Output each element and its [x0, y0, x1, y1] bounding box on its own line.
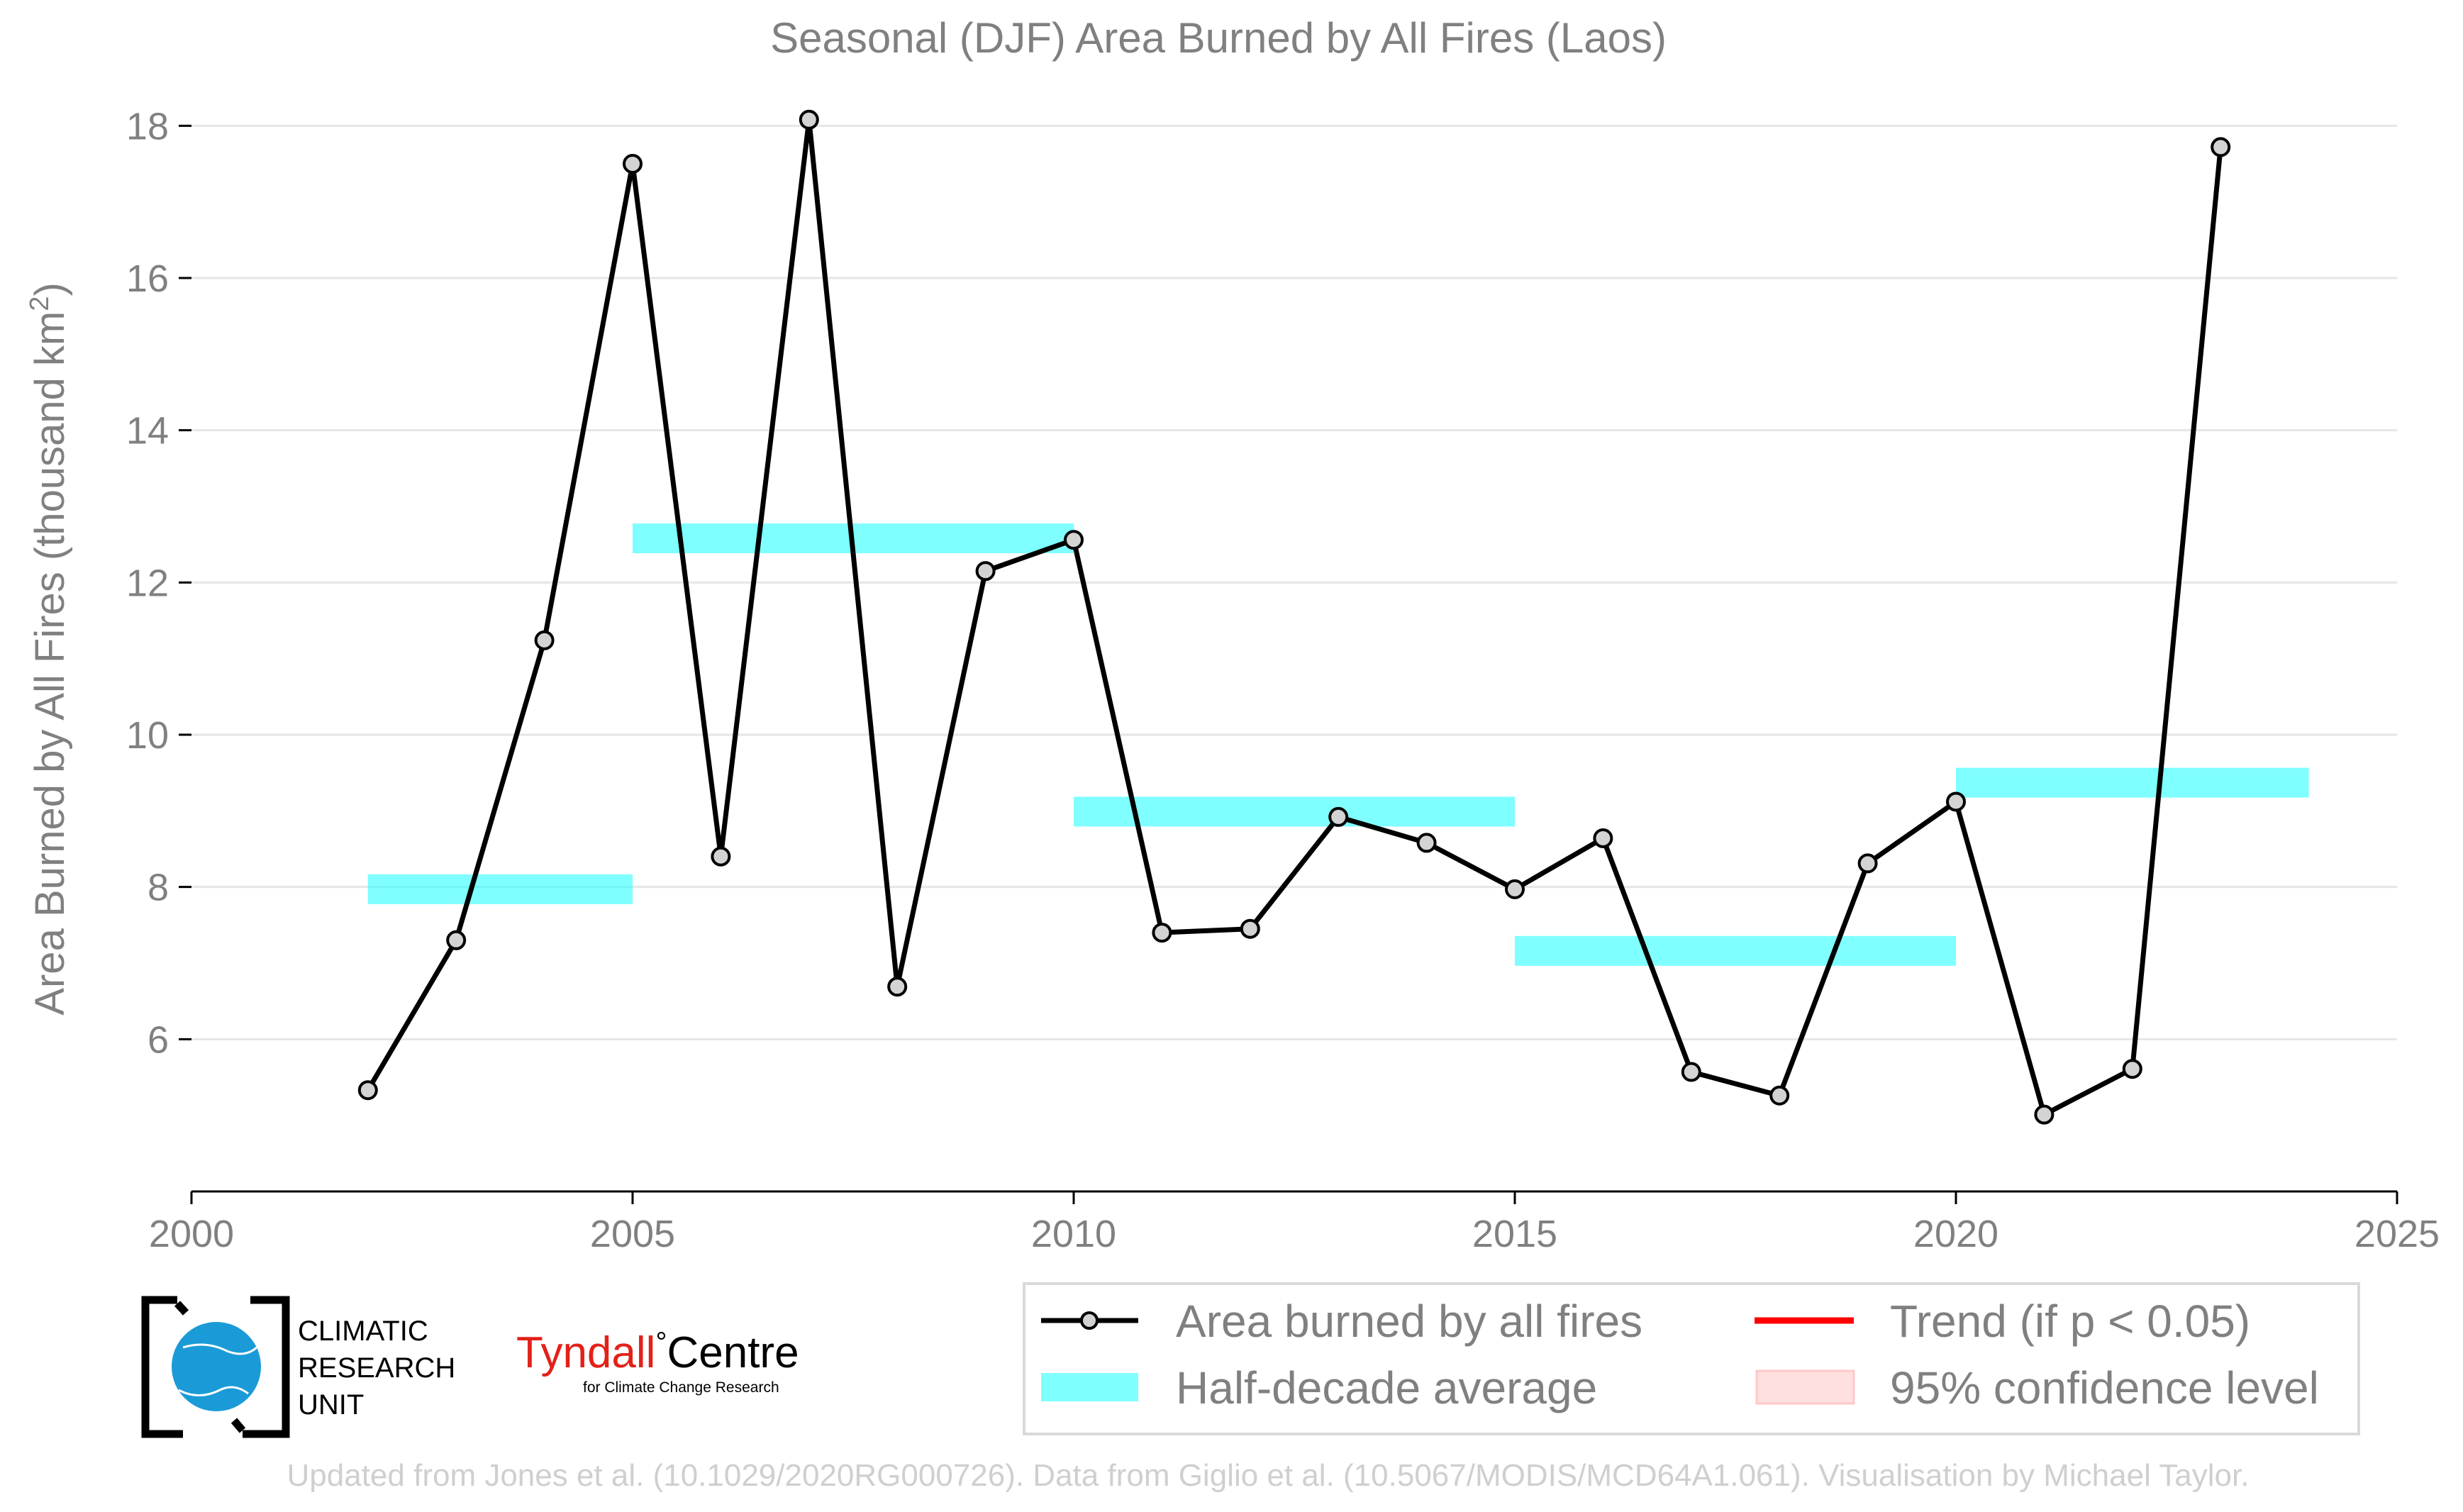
data-point [2211, 137, 2231, 157]
globe-icon-line [178, 1386, 249, 1396]
cru-bracket-notch-left [174, 1301, 189, 1316]
tyndall-centre: Centre [667, 1328, 799, 1377]
cru-logo: CLIMATIC RESEARCH UNIT [141, 1296, 455, 1438]
legend-swatch-confidence [1755, 1369, 1855, 1405]
data-point [1769, 1085, 1790, 1106]
tyndall-name: Tyndall [516, 1328, 655, 1377]
tyndall-degree: ° [655, 1327, 667, 1358]
data-point [357, 1080, 378, 1101]
y-tick-label: 10 [126, 714, 169, 757]
y-tick-label: 8 [148, 867, 169, 909]
x-tick-label: 2000 [149, 1213, 234, 1255]
data-point [1064, 530, 1084, 550]
tyndall-logo-text: Tyndall°Centre [516, 1327, 799, 1377]
legend-label-trend: Trend (if p < 0.05) [1890, 1296, 2250, 1347]
x-tick-label: 2005 [590, 1213, 675, 1255]
y-axis-label: Area Burned by All Fires (thousand km2) [25, 282, 73, 1015]
legend-swatch-marker [1080, 1311, 1099, 1330]
y-tick-label: 18 [126, 105, 169, 148]
data-point [1593, 828, 1613, 848]
legend-label-half-decade: Half-decade average [1176, 1362, 1597, 1413]
data-point [1416, 833, 1437, 853]
data-point [1857, 853, 1878, 874]
cru-bracket-right [243, 1296, 290, 1438]
legend-label-confidence: 95% confidence level [1890, 1362, 2319, 1413]
data-point [623, 154, 643, 174]
cru-text-line: CLIMATIC [298, 1316, 428, 1347]
tyndall-subtitle: for Climate Change Research [583, 1379, 779, 1396]
data-point [799, 109, 819, 130]
data-point [2034, 1104, 2055, 1125]
y-axis-label-superscript: 2 [25, 296, 55, 311]
cru-text-line: UNIT [298, 1389, 364, 1421]
half-decade-bands [367, 523, 2309, 966]
tyndall-logo: Tyndall°Centre for Climate Change Resear… [516, 1327, 799, 1396]
series-area-burned [357, 109, 2231, 1125]
x-tick-label: 2015 [1472, 1213, 1557, 1255]
x-tick-label: 2025 [2354, 1213, 2440, 1255]
legend: Area burned by all fires Trend (if p < 0… [1023, 1282, 2360, 1435]
data-point [711, 846, 731, 867]
series-line [365, 117, 2223, 1118]
chart-title: Seasonal (DJF) Area Burned by All Fires … [770, 14, 1667, 62]
data-point [975, 561, 996, 582]
y-axis-label-end: ) [27, 282, 73, 296]
x-tick-label: 2010 [1031, 1213, 1116, 1255]
y-tick-label: 16 [126, 257, 169, 300]
data-point [1328, 806, 1349, 827]
legend-box [1023, 1282, 2360, 1435]
cru-bracket-notch-right [230, 1418, 246, 1433]
y-axis-ticks: 6 8 10 12 14 16 18 [126, 105, 191, 1061]
y-tick-label: 12 [126, 562, 169, 604]
legend-label-area-burned: Area burned by all fires [1176, 1296, 1642, 1347]
cru-text-line: RESEARCH [298, 1352, 455, 1384]
globe-icon [172, 1322, 261, 1411]
cru-bracket-left [141, 1296, 183, 1438]
data-point [534, 630, 555, 650]
half-decade-band [367, 874, 633, 904]
data-point [1946, 791, 1966, 812]
data-point [2122, 1059, 2142, 1079]
half-decade-band [1074, 796, 1515, 827]
half-decade-band [1515, 935, 1956, 966]
data-point [1505, 879, 1525, 899]
y-tick-label: 6 [148, 1018, 169, 1061]
y-tick-label: 14 [126, 410, 169, 452]
data-point [446, 930, 467, 950]
legend-swatch-half-decade [1041, 1373, 1138, 1401]
globe-icon-line [182, 1343, 257, 1355]
half-decade-band [1956, 767, 2309, 798]
data-point [1681, 1062, 1701, 1082]
data-point [887, 977, 908, 997]
y-axis-label-text: Area Burned by All Fires (thousand km [27, 311, 73, 1016]
data-point [1152, 923, 1172, 943]
x-axis-ticks: 2000 2005 2010 2015 2020 2025 [149, 1191, 2440, 1255]
x-tick-label: 2020 [1913, 1213, 1998, 1255]
credit-text: Updated from Jones et al. (10.1029/2020R… [287, 1458, 2250, 1493]
data-point [1240, 918, 1260, 939]
